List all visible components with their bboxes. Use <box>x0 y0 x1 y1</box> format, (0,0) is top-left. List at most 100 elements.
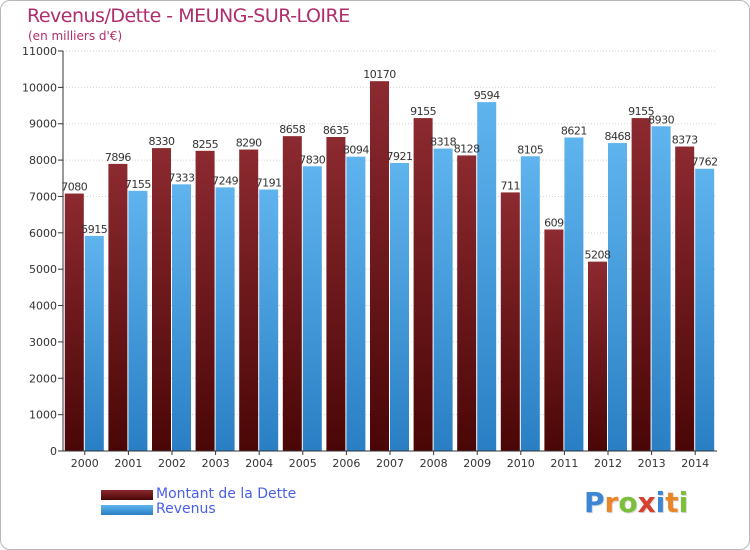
bar-dette-2007 <box>370 81 389 451</box>
x-tick-label-2008: 2008 <box>420 457 448 470</box>
bar-dette-2002 <box>152 148 171 451</box>
data-label-dette-2008: 9155 <box>410 105 436 118</box>
data-label-dette-2003: 8255 <box>192 138 218 151</box>
data-label-dette-2013: 9155 <box>628 105 654 118</box>
x-tick-label-2005: 2005 <box>289 457 317 470</box>
data-label-revenus-2014: 7762 <box>692 156 718 169</box>
legend-swatch-revenue <box>101 505 153 515</box>
x-tick-label-2006: 2006 <box>332 457 360 470</box>
x-tick-label-2010: 2010 <box>507 457 535 470</box>
bar-dette-2012 <box>588 261 607 451</box>
y-tick-label-4000: 4000 <box>29 300 57 313</box>
data-label-dette-2010: 711 <box>501 179 521 192</box>
bar-revenus-2014 <box>695 168 715 451</box>
x-tick-label-2013: 2013 <box>638 457 666 470</box>
x-tick-label-2007: 2007 <box>376 457 404 470</box>
bar-revenus-2006 <box>346 156 366 451</box>
logo-letter: P <box>584 486 605 519</box>
bar-dette-2006 <box>326 137 346 451</box>
bar-dette-2009 <box>457 155 477 451</box>
bar-revenus-2000 <box>84 235 104 451</box>
data-label-revenus-2012: 8468 <box>605 130 631 143</box>
data-label-revenus-2004: 7191 <box>256 177 282 190</box>
y-tick-label-7000: 7000 <box>29 190 57 203</box>
legend-label-debt: Montant de la Dette <box>156 486 297 502</box>
proxiti-logo: Proxiti <box>584 486 688 519</box>
x-tick-label-2002: 2002 <box>158 457 186 470</box>
data-label-revenus-2008: 8318 <box>430 136 456 149</box>
y-tick-label-10000: 10000 <box>22 81 57 94</box>
y-tick-label-1000: 1000 <box>29 409 57 422</box>
bar-revenus-2011 <box>564 137 584 451</box>
data-label-dette-2014: 8373 <box>672 134 698 147</box>
bar-dette-2013 <box>631 118 651 451</box>
logo-letter: o <box>618 486 638 519</box>
y-tick-label-3000: 3000 <box>29 336 57 349</box>
bar-revenus-2012 <box>608 143 627 451</box>
data-label-dette-2000: 7080 <box>61 181 87 194</box>
data-label-dette-2011: 609 <box>544 217 564 230</box>
data-label-revenus-2010: 8105 <box>517 143 543 156</box>
axis-layer: 0 1000 2000 3000 4000 5000 6000 7000 8000 9000 100… <box>22 45 717 470</box>
data-label-dette-2006: 8635 <box>323 124 349 137</box>
bar-revenus-2001 <box>128 190 148 451</box>
y-tick-label-5000: 5000 <box>29 263 57 276</box>
logo-letter: x <box>637 486 656 519</box>
y-tick-label-11000: 11000 <box>22 45 57 58</box>
data-label-dette-2007: 10170 <box>363 68 396 81</box>
bar-revenus-2008 <box>433 148 453 451</box>
bar-dette-2004 <box>239 149 259 451</box>
y-tick-label-9000: 9000 <box>29 118 57 131</box>
bar-dette-2003 <box>195 150 215 451</box>
bars-layer <box>64 81 715 452</box>
x-tick-label-2000: 2000 <box>71 457 99 470</box>
x-tick-label-2012: 2012 <box>594 457 622 470</box>
bar-dette-2000 <box>64 193 84 451</box>
y-tick-label-6000: 6000 <box>29 227 57 240</box>
data-label-revenus-2013: 8930 <box>648 113 674 126</box>
data-label-dette-2005: 8658 <box>279 123 305 136</box>
bar-revenus-2010 <box>520 156 540 452</box>
logo-letter: i <box>678 486 689 519</box>
labels-layer: 7080 5915 7896 7155 8330 7333 8255 7249 8290 7191… <box>61 68 718 262</box>
data-label-revenus-2000: 5915 <box>81 223 107 236</box>
bar-dette-2011 <box>544 229 564 451</box>
data-label-dette-2002: 8330 <box>149 135 175 148</box>
chart-subtitle: (en milliers d'€) <box>28 29 123 43</box>
x-tick-label-2001: 2001 <box>114 457 142 470</box>
logo-letter: r <box>604 486 619 519</box>
x-tick-label-2009: 2009 <box>463 457 491 470</box>
bar-dette-2008 <box>413 118 433 451</box>
y-tick-label-0: 0 <box>50 445 57 458</box>
data-label-dette-2012: 5208 <box>585 249 611 262</box>
data-label-revenus-2005: 7830 <box>299 153 325 166</box>
bar-revenus-2009 <box>477 102 497 452</box>
bar-revenus-2004 <box>259 189 279 451</box>
bar-revenus-2005 <box>302 166 322 452</box>
data-label-revenus-2009: 9594 <box>474 89 500 102</box>
bar-dette-2005 <box>282 136 302 451</box>
data-label-dette-2009: 8128 <box>454 142 480 155</box>
x-tick-label-2014: 2014 <box>681 457 709 470</box>
x-tick-label-2004: 2004 <box>245 457 273 470</box>
logo-letter: i <box>655 486 666 519</box>
data-label-revenus-2006: 8094 <box>343 144 369 157</box>
bar-revenus-2007 <box>390 162 409 452</box>
logo-letter: t <box>665 486 679 519</box>
legend-swatch-debt <box>101 490 153 500</box>
bar-dette-2014 <box>675 146 695 451</box>
data-label-revenus-2007: 7921 <box>387 150 413 163</box>
data-label-revenus-2002: 7333 <box>169 171 195 184</box>
data-label-revenus-2003: 7249 <box>212 174 238 187</box>
data-label-revenus-2001: 7155 <box>125 178 151 191</box>
x-tick-label-2003: 2003 <box>202 457 230 470</box>
x-tick-label-2011: 2011 <box>550 457 578 470</box>
bar-revenus-2003 <box>215 187 235 451</box>
bar-dette-2010 <box>500 192 520 451</box>
chart-title: Revenus/Dette - MEUNG-SUR-LOIRE <box>27 5 350 27</box>
y-tick-label-8000: 8000 <box>29 154 57 167</box>
bar-revenus-2002 <box>172 184 191 451</box>
y-tick-label-2000: 2000 <box>29 372 57 385</box>
